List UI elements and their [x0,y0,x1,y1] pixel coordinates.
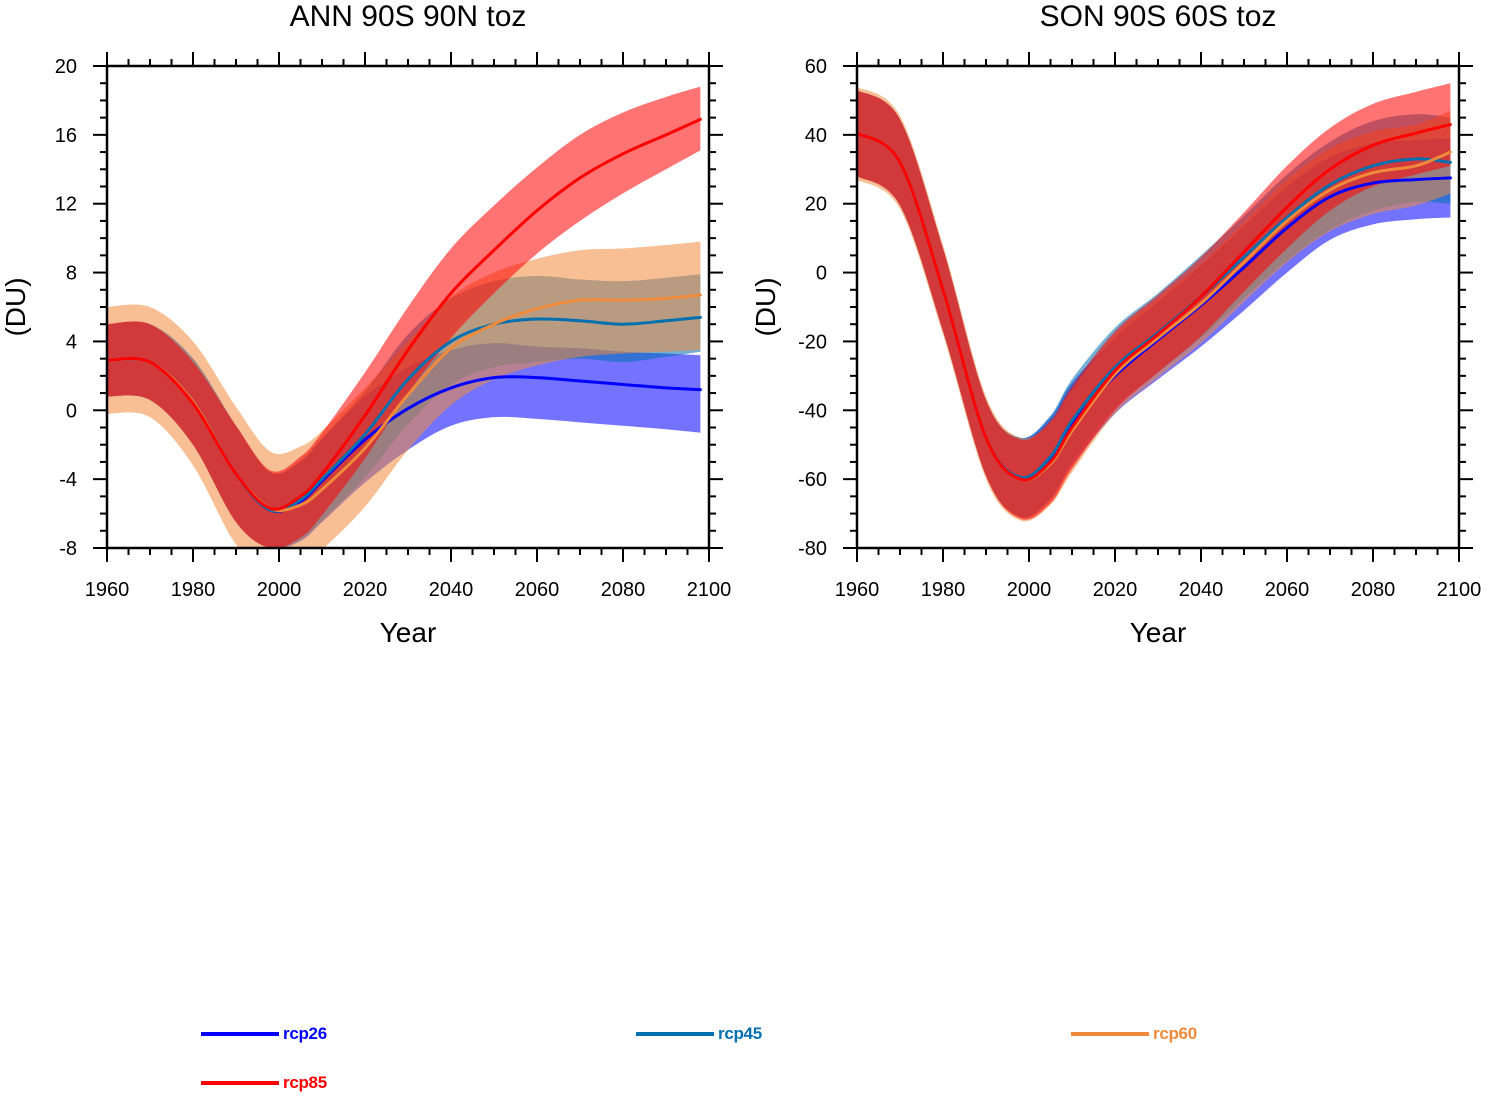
x-tick-label: 2100 [687,579,732,601]
chart-title: ANN 90S 90N toz [290,0,527,33]
plot-area [107,86,702,548]
legend-item-rcp85: rcp85 [201,1073,327,1093]
series-line-rcp85 [857,123,1452,482]
x-tick-label: 2060 [515,579,560,601]
x-tick-label: 2020 [343,579,388,601]
chart-panel-2: 1960 1980 2000 2020 2040 2060 2080 2100-80-60-4… [750,0,1481,648]
legend-label-rcp26: rcp26 [283,1024,327,1043]
y-tick-label: -20 [798,331,827,353]
y-tick-label: 0 [816,263,827,285]
y-tick-label: -40 [798,400,827,422]
y-tick-label: -8 [59,538,77,560]
chart-title: SON 90S 60S toz [1040,0,1277,33]
legend-label-rcp85: rcp85 [283,1073,327,1092]
y-tick-label: 0 [66,400,77,422]
x-axis-label: Year [1130,617,1187,648]
y-tick-label: 4 [66,331,77,353]
band-rcp85 [107,86,701,548]
y-tick-label: 40 [805,125,827,147]
legend-line-rcp85 [201,1081,279,1085]
legend-label-rcp60: rcp60 [1153,1024,1197,1043]
chart-panel-1: 1960 1980 2000 2020 2040 2060 2080 2100 -8 -4 0 4 8 1… [0,0,731,648]
y-tick-label: -4 [59,469,77,491]
x-tick-label: 2040 [429,579,474,601]
x-tick-label: 2060 [1265,579,1310,601]
x-tick-label: 2040 [1179,579,1224,601]
legend-line-rcp26 [201,1032,279,1036]
legend-item-rcp26: rcp26 [201,1024,327,1044]
x-tick-label: 2100 [1437,579,1482,601]
x-tick-label: 2000 [257,579,302,601]
legend-label-rcp45: rcp45 [718,1024,762,1043]
x-tick-label: 1960 [835,579,880,601]
legend-line-rcp45 [636,1032,714,1036]
x-tick-label: 2000 [1007,579,1052,601]
series-line-rcp85 [107,117,702,511]
y-tick-label: 8 [66,263,77,285]
y-axis-label: (DU) [750,277,781,336]
legend-line-rcp60 [1071,1032,1149,1036]
legend-item-rcp60: rcp60 [1071,1024,1197,1044]
x-tick-label: 1980 [171,579,216,601]
x-tick-label: 1960 [85,579,130,601]
y-axis-label: (DU) [0,277,31,336]
x-tick-label: 2080 [601,579,646,601]
y-tick-label: -80 [798,538,827,560]
x-tick-label: 1980 [921,579,966,601]
x-tick-label: 2020 [1093,579,1138,601]
y-tick-label: 60 [805,56,827,78]
x-tick-label: 2080 [1351,579,1396,601]
legend-item-rcp45: rcp45 [636,1024,762,1044]
y-tick-label: -60 [798,469,827,491]
plot-area [857,83,1452,522]
y-tick-label: 12 [55,194,77,216]
x-axis-label: Year [380,617,437,648]
y-tick-label: 20 [55,56,77,78]
y-tick-label: 16 [55,125,77,147]
y-tick-label: 20 [805,194,827,216]
